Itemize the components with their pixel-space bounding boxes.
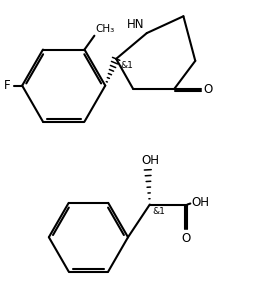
Text: &1: &1 bbox=[153, 208, 166, 216]
Text: CH₃: CH₃ bbox=[95, 24, 115, 34]
Text: O: O bbox=[203, 83, 212, 96]
Text: OH: OH bbox=[142, 154, 160, 167]
Text: O: O bbox=[182, 232, 191, 245]
Text: HN: HN bbox=[127, 18, 145, 31]
Text: &1: &1 bbox=[120, 61, 133, 70]
Text: F: F bbox=[4, 79, 10, 92]
Text: OH: OH bbox=[191, 196, 209, 209]
